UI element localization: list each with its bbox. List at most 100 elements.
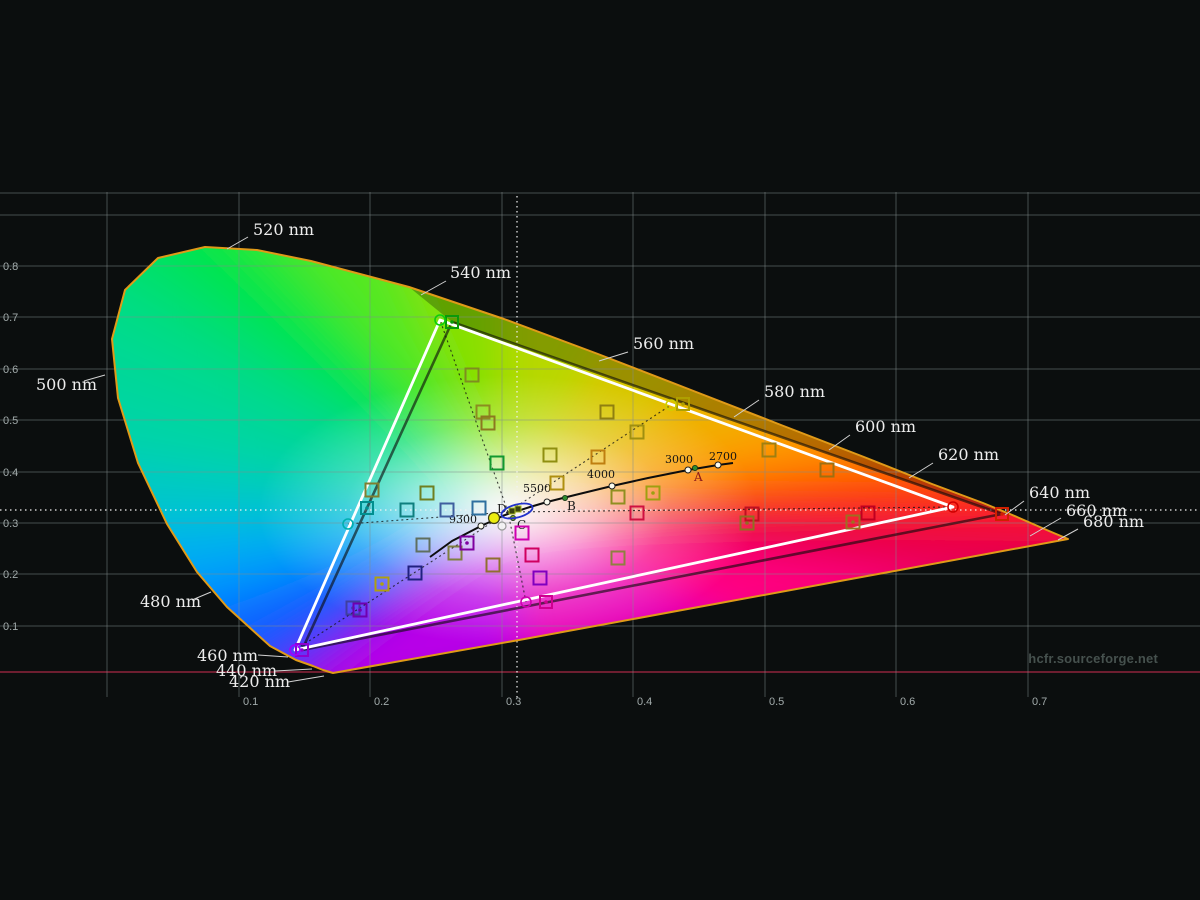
reference-target-square [539, 595, 553, 609]
wavelength-label: 440 nm [216, 661, 277, 680]
measurement-square [629, 424, 645, 440]
wavelength-label: 560 nm [633, 334, 694, 353]
reference-target-square [445, 315, 459, 329]
x-tick-label: 0.6 [900, 696, 915, 708]
measurement-squares [345, 367, 876, 618]
x-tick-label: 0.3 [506, 696, 521, 708]
wavelength-label: 660 nm [1066, 501, 1127, 520]
measurement-square [599, 404, 615, 420]
measurement-square [542, 447, 558, 463]
illuminant-label-B: B [567, 499, 576, 513]
measured-gamut-triangle [293, 318, 955, 652]
measurement-square-dot [851, 520, 855, 524]
wavelength-label: 480 nm [140, 592, 201, 611]
blackbody-label-9300: 9300 [449, 513, 477, 526]
reference-target-dot [681, 402, 685, 406]
measurement-square [415, 537, 431, 553]
measurement-square [645, 485, 661, 501]
measured-primary-circle [289, 644, 301, 656]
y-tick-label: 0.1 [3, 621, 18, 633]
reference-target-dot [365, 506, 369, 510]
blackbody-stop-4000 [608, 482, 616, 490]
measurement-square [407, 565, 423, 581]
illuminant-label-D: D [497, 502, 507, 516]
y-tick-label: 0.7 [3, 312, 18, 324]
wavelength-label: 680 nm [1083, 512, 1144, 531]
measured-primary-circle [434, 314, 446, 326]
measurement-square-dot [380, 582, 384, 586]
measurement-square [744, 506, 760, 522]
reference-target-dot [544, 600, 548, 604]
measurement-square [514, 525, 530, 541]
wavelength-pointer-line [191, 591, 212, 601]
measurement-square [610, 489, 626, 505]
blackbody-label-2700: 2700 [709, 450, 737, 463]
illuminant-dot-A [692, 464, 699, 471]
white-point-cluster [487, 502, 534, 531]
x-tick-label: 0.7 [1032, 696, 1047, 708]
measurement-square [364, 482, 380, 498]
wavelength-pointer-line [828, 434, 851, 451]
measured-primary-circle [947, 501, 959, 513]
wavelength-label: 620 nm [938, 445, 999, 464]
measurement-square [374, 576, 390, 592]
y-tick-label: 0.8 [3, 261, 18, 273]
wavelength-label: 540 nm [450, 263, 511, 282]
wavelength-label: 460 nm [197, 646, 258, 665]
reference-white-circle [497, 521, 507, 531]
spectral-locus-outline [111, 246, 1069, 674]
reference-target-square [360, 501, 374, 515]
measurement-square-dot [651, 491, 655, 495]
measurement-square [475, 404, 491, 420]
blackbody-label-4000: 4000 [587, 468, 615, 481]
measurement-square [447, 545, 463, 561]
measurement-square [761, 442, 777, 458]
measurement-square-dot [465, 541, 469, 545]
measurement-square [549, 475, 565, 491]
wavelength-pointer-line [274, 668, 313, 672]
measured-white-sample [514, 505, 522, 513]
wavelength-pointer-line [1004, 500, 1025, 516]
measured-primary-circle [342, 518, 354, 530]
measurement-square [352, 602, 368, 618]
measurement-square [464, 367, 480, 383]
blackbody-stop-5500 [543, 498, 551, 506]
blackbody-stop-2700 [714, 461, 722, 469]
illuminant-label-A: A [693, 470, 703, 484]
measured-white-sample [508, 507, 516, 515]
wavelength-label: 600 nm [855, 417, 916, 436]
wavelength-pointer-line [420, 280, 447, 296]
measurement-square [439, 502, 455, 518]
measurement-square-dot [745, 521, 749, 525]
reference-target-square [676, 397, 690, 411]
x-tick-label: 0.4 [637, 696, 652, 708]
measurement-square [610, 550, 626, 566]
wavelength-pointer-line [1029, 517, 1062, 537]
wavelength-pointer-line [733, 399, 760, 418]
measurement-square [532, 570, 548, 586]
measurement-square [489, 455, 505, 471]
y-tick-label: 0.4 [3, 467, 18, 479]
reference-target-dot [1000, 512, 1004, 516]
wavelength-label: 640 nm [1029, 483, 1090, 502]
x-tick-label: 0.5 [769, 696, 784, 708]
illuminant-label-C: C [517, 518, 526, 532]
measurement-square [860, 505, 876, 521]
wavelength-pointer-line [287, 675, 325, 683]
blackbody-label-5500: 5500 [523, 482, 551, 495]
measurement-square [399, 502, 415, 518]
measurement-square [480, 415, 496, 431]
blackbody-stop-3000 [684, 466, 692, 474]
reference-target-dot [300, 648, 304, 652]
y-tick-label: 0.2 [3, 569, 18, 581]
measurement-square [524, 547, 540, 563]
measurement-square-dot [358, 608, 362, 612]
wavelength-label: 520 nm [253, 220, 314, 239]
reference-gamut-triangle [300, 320, 1004, 652]
wavelength-pointer-line [598, 351, 629, 362]
reference-target-markers [295, 315, 1009, 657]
watermark-text: hcfr.sourceforge.net [1028, 651, 1158, 666]
wavelength-label: 500 nm [36, 375, 97, 394]
axis-tick-labels: 0.8 0.7 0.6 0.5 0.4 0.3 0.2 0.1 0.1 0.2 0.3 0.4 0.5 0… [3, 261, 1047, 708]
